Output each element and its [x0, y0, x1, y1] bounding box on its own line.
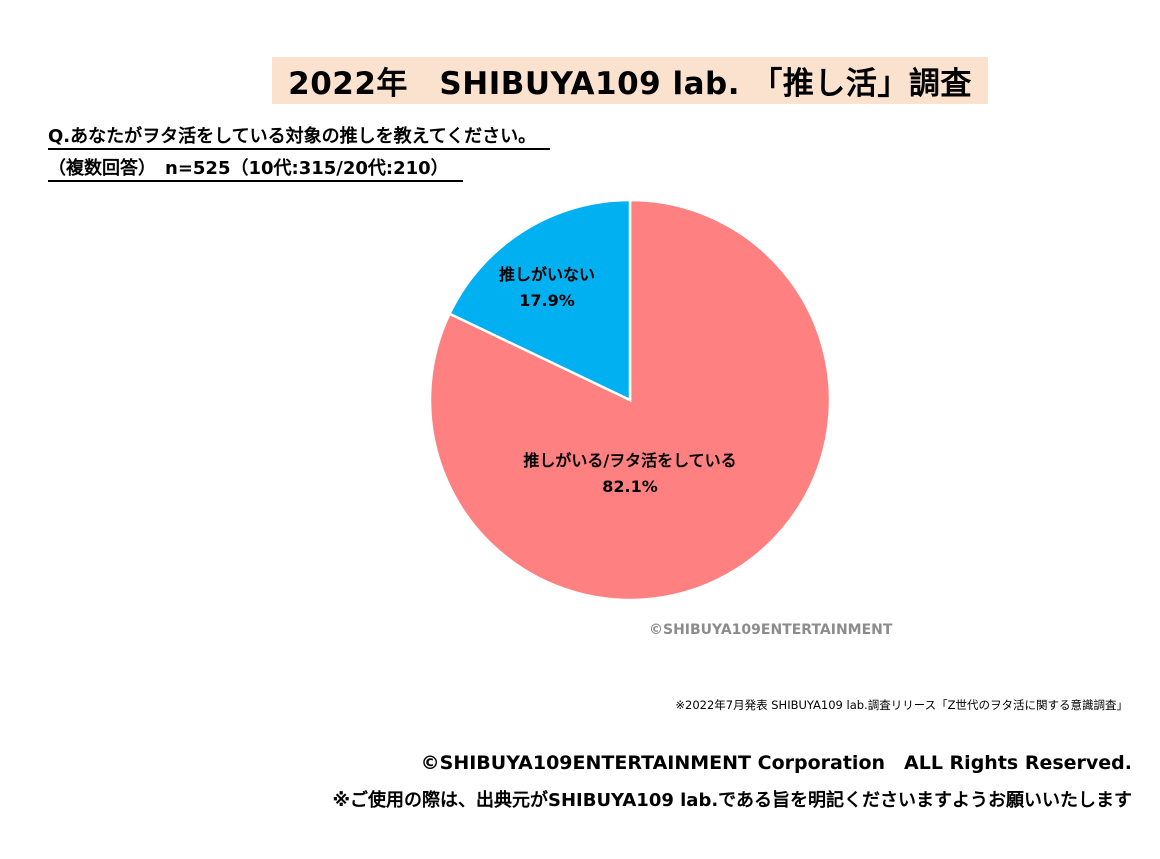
question-subtext: （複数回答） n=525（10代:315/20代:210）: [48, 158, 463, 182]
source-note: ※2022年7月発表 SHIBUYA109 lab.調査リリース「Z世代のヲタ活…: [675, 698, 1128, 712]
watermark: ©SHIBUYA109ENTERTAINMENT: [649, 622, 893, 638]
pie-slice: [447, 198, 632, 402]
page-title: 2022年 SHIBUYA109 lab. 「推し活」調査: [288, 66, 972, 102]
slice-label: 推しがいる/ヲタ活をしている: [523, 451, 736, 470]
title-banner: 2022年 SHIBUYA109 lab. 「推し活」調査: [272, 57, 988, 104]
slice-value-label: 82.1%: [602, 477, 658, 496]
slice-label: 推しがいない: [499, 265, 595, 284]
question-text: Q.あなたがヲタ活をしている対象の推しを教えてください。: [48, 126, 551, 150]
usage-notice: ※ご使用の際は、出典元がSHIBUYA109 lab.である旨を明記くださいます…: [332, 790, 1133, 811]
copyright-text: ©SHIBUYA109ENTERTAINMENT Corporation ALL…: [420, 752, 1132, 774]
slice-value-label: 17.9%: [519, 291, 575, 310]
